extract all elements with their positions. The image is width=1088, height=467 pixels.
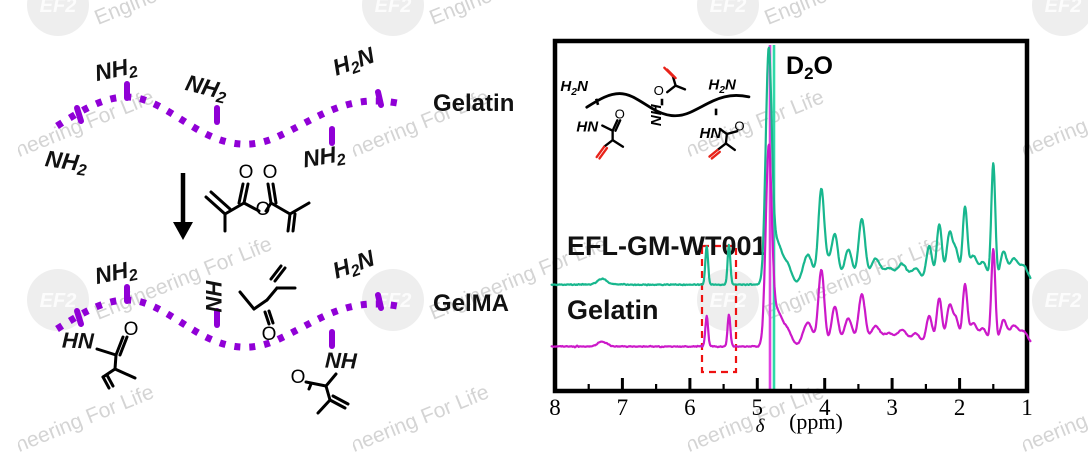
svg-text:O: O [262, 324, 277, 345]
svg-text:O: O [256, 199, 271, 220]
svg-text:(ppm): (ppm) [789, 409, 843, 434]
svg-text:O: O [615, 107, 625, 122]
svg-text:Gelatin: Gelatin [567, 295, 659, 325]
svg-text:HN: HN [576, 119, 599, 136]
svg-text:6: 6 [684, 395, 696, 420]
svg-text:O: O [654, 83, 664, 98]
svg-text:7: 7 [617, 395, 629, 420]
svg-text:O: O [734, 118, 744, 133]
svg-text:HN: HN [700, 125, 723, 142]
svg-text:δ: δ [756, 416, 766, 437]
svg-text:O: O [124, 319, 139, 340]
svg-text:O: O [239, 162, 254, 183]
svg-text:8: 8 [549, 395, 561, 420]
svg-text:O: O [263, 162, 278, 183]
svg-text:3: 3 [886, 395, 898, 420]
svg-text:H2N: H2N [708, 76, 737, 96]
svg-text:1: 1 [1021, 395, 1033, 420]
svg-text:D2O: D2O [786, 52, 833, 83]
svg-text:NH: NH [648, 103, 665, 126]
svg-text:EFL-GM-WT001: EFL-GM-WT001 [567, 231, 767, 261]
svg-text:2: 2 [954, 395, 966, 420]
svg-text:O: O [291, 367, 306, 388]
svg-text:H2N: H2N [560, 78, 589, 98]
